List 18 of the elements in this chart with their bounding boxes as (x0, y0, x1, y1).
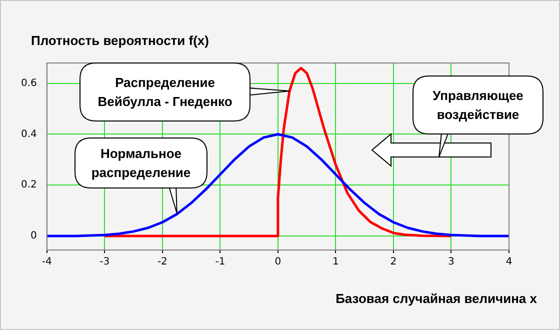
y-tick-label: 0.4 (20, 128, 37, 140)
x-axis-title: Базовая случайная величина x (336, 291, 537, 306)
annotation: Распределение Вейбулла - Гнеденко (96, 74, 234, 111)
x-tick-label: 1 (332, 256, 339, 268)
x-tick-label: -2 (157, 256, 168, 268)
annotation: Управляющее воздействие (432, 87, 524, 124)
y-axis-title: Плотность вероятности f(x) (31, 33, 209, 48)
y-tick-label: 0.6 (20, 78, 37, 89)
x-tick-label: -1 (215, 256, 226, 268)
y-tick-label: 0.2 (20, 180, 37, 191)
x-tick-label: 2 (390, 256, 397, 268)
x-tick-label: 3 (448, 256, 454, 268)
x-tick-label: -3 (100, 256, 110, 268)
x-tick-label: -4 (42, 256, 52, 268)
annotation: Нормальное распределение (90, 145, 192, 182)
y-tick-label: 0 (30, 230, 37, 242)
x-tick-label: 0 (274, 256, 282, 268)
x-tick-label: 4 (506, 256, 512, 268)
